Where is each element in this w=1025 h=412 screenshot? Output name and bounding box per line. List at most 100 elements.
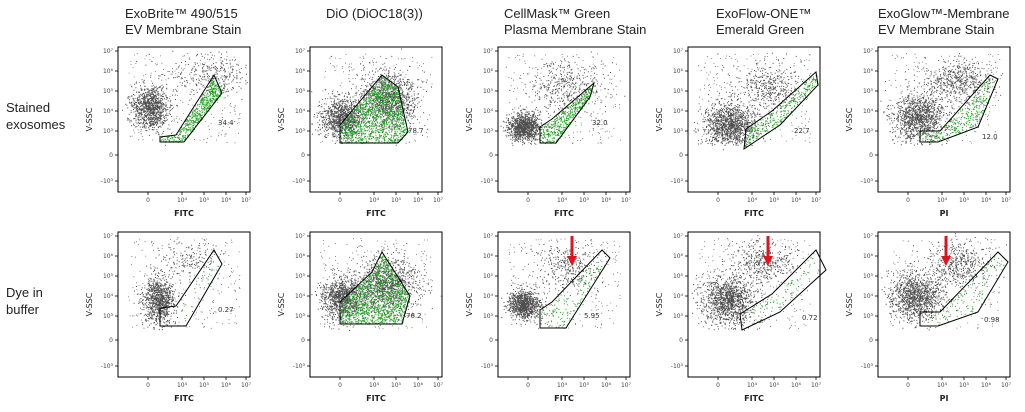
y-tick-label: 10⁴ (863, 293, 874, 300)
y-tick-label: 10⁷ (483, 233, 494, 240)
y-tick-label: 10⁵ (863, 88, 874, 95)
y-tick-label: 10⁵ (483, 88, 494, 95)
event-dots (691, 235, 820, 331)
ungated-events (501, 238, 621, 329)
y-tick-label: 10⁴ (673, 108, 684, 115)
y-tick-label: 10³ (863, 128, 874, 135)
event-dots (500, 51, 626, 146)
ungated-events (311, 238, 442, 331)
plot-frame (117, 46, 251, 193)
x-tick-label: 10⁴ (177, 197, 188, 204)
gate-polygon (743, 71, 819, 151)
y-tick-label: 10⁷ (295, 48, 306, 55)
y-tick-label: 10⁷ (673, 233, 684, 240)
y-tick-label: 0 (679, 152, 683, 159)
x-tick-label: 10⁶ (791, 382, 802, 389)
y-tick-label: 10⁶ (483, 68, 494, 75)
plot-frame (497, 46, 631, 193)
y-tick-label: -10³ (861, 363, 874, 370)
y-axis-label: V-SSC (85, 292, 94, 316)
gate-percentage: 78.7 (408, 127, 424, 135)
x-tick-label: 10⁶ (221, 197, 232, 204)
y-tick-label: 10⁶ (863, 253, 874, 260)
x-tick-label: 10⁷ (811, 197, 822, 204)
y-tick-label: 10⁷ (863, 233, 874, 240)
ungated-events (128, 237, 241, 331)
column-title-2: DiO (DiOC18(3)) (326, 6, 486, 22)
gate-polygon (159, 73, 223, 143)
y-tick-label: -10³ (293, 178, 306, 185)
y-axis-label: V-SSC (655, 292, 664, 316)
y-tick-label: 0 (679, 337, 683, 344)
y-tick-label: 0 (869, 337, 873, 344)
gate-percentage: 0.27 (218, 306, 234, 314)
y-axis-label: V-SSC (465, 292, 474, 316)
gate-percentage: 0.98 (984, 316, 1000, 324)
column-title-5: ExoGlow™-Membrane EV Membrane Stain (878, 6, 1025, 38)
ungated-events (693, 52, 812, 151)
x-tick-label: 10⁴ (369, 382, 380, 389)
y-tick-label: 10³ (483, 313, 494, 320)
y-tick-label: 10⁶ (295, 68, 306, 75)
y-tick-label: 10⁴ (673, 293, 684, 300)
y-tick-label: 10⁷ (103, 233, 114, 240)
x-tick-label: 10⁴ (747, 197, 758, 204)
x-axis-label: FITC (554, 394, 574, 403)
plot-frame (309, 231, 443, 378)
x-tick-label: 10⁵ (769, 197, 780, 204)
x-tick-label: 0 (338, 197, 342, 204)
y-tick-label: 10⁷ (673, 48, 684, 55)
plot-frame (497, 231, 631, 378)
plot-frame (117, 231, 251, 378)
column-title-line: ExoGlow™-Membrane (878, 6, 1010, 21)
x-tick-label: 10⁵ (959, 197, 970, 204)
y-tick-label: 10⁵ (103, 88, 114, 95)
ungated-events (880, 53, 1004, 146)
y-tick-label: 10⁴ (103, 293, 114, 300)
x-tick-label: 10⁶ (413, 197, 424, 204)
y-tick-label: 0 (489, 337, 493, 344)
scatter-plot-panel: 78.7 10⁷ 10⁶ 10⁵ 10⁴ 10³ 0 -10³ 0 10⁴ 10⁵ 10⁶ 10⁷ V-S… (277, 46, 444, 218)
ungated-events (691, 235, 814, 331)
row-label-buffer: Dye in buffer (6, 284, 86, 318)
scatter-plot-panel: 0.27 10⁷ 10⁶ 10⁵ 10⁴ 10³ 0 -10³ 0 10⁴ 10⁵ 10⁶ 10⁷ V-S… (85, 231, 252, 403)
x-axis-label: FITC (366, 394, 386, 403)
y-tick-label: 10³ (295, 313, 306, 320)
y-tick-label: 10⁶ (863, 68, 874, 75)
gate-percentage: 22.7 (794, 127, 810, 135)
y-tick-label: 10³ (863, 313, 874, 320)
scatter-plot-panel: 5.95 10⁷ 10⁶ 10⁵ 10⁴ 10³ 0 -10³ 0 10⁴ 10⁵ 10⁶ 10⁷ V-S… (465, 231, 632, 403)
x-tick-label: 10⁶ (601, 382, 612, 389)
column-title-line: DiO (DiOC18(3)) (326, 6, 423, 21)
plot-frame (309, 46, 443, 193)
x-axis-label: FITC (744, 394, 764, 403)
y-tick-label: 10⁴ (483, 108, 494, 115)
x-tick-label: 0 (716, 382, 720, 389)
y-tick-label: 10³ (103, 313, 114, 320)
gate-polygon (339, 250, 411, 325)
y-axis-label: V-SSC (465, 107, 474, 131)
y-tick-label: 0 (109, 152, 113, 159)
y-axis-label: V-SSC (655, 107, 664, 131)
x-tick-label: 0 (716, 197, 720, 204)
gated-events (540, 84, 595, 144)
x-tick-label: 0 (146, 382, 150, 389)
event-dots (311, 238, 442, 331)
y-tick-label: 10³ (673, 313, 684, 320)
y-tick-label: 10⁶ (103, 68, 114, 75)
x-axis-label: FITC (744, 209, 764, 218)
x-tick-label: 10⁵ (579, 382, 590, 389)
y-tick-label: 10³ (103, 128, 114, 135)
column-title-line: Plasma Membrane Stain (504, 22, 647, 37)
y-tick-label: 10⁷ (295, 233, 306, 240)
y-tick-label: 10⁵ (103, 273, 114, 280)
x-tick-label: 10⁵ (199, 197, 210, 204)
y-tick-label: -10³ (481, 363, 494, 370)
y-tick-label: 10³ (295, 128, 306, 135)
x-tick-label: 10⁶ (413, 382, 424, 389)
y-tick-label: 0 (489, 152, 493, 159)
y-tick-label: 10⁵ (673, 88, 684, 95)
gate-polygon (539, 81, 595, 144)
y-axis-label: V-SSC (845, 107, 854, 131)
red-arrow-icon (763, 236, 773, 266)
